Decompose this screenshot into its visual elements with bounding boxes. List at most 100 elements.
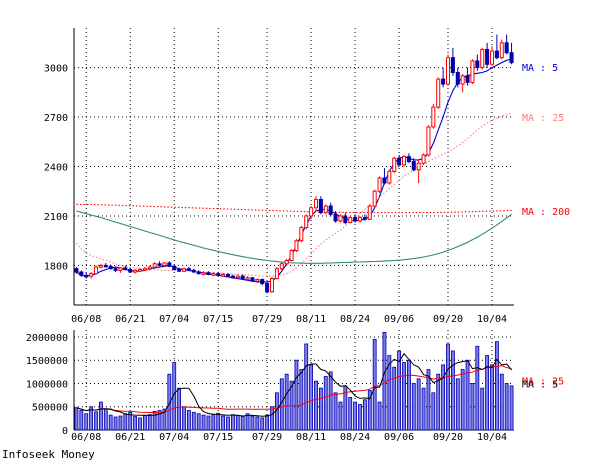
candle-body xyxy=(436,78,441,108)
volume-bar xyxy=(133,416,138,431)
volume-bar xyxy=(480,387,485,431)
volume-bar xyxy=(284,373,289,431)
volume-x-tick-label: 07/04 xyxy=(159,432,189,443)
candle-body xyxy=(401,156,407,166)
volume-bar xyxy=(333,392,338,431)
candle-body xyxy=(240,275,245,280)
ma-label: MA : 200 xyxy=(522,207,570,218)
candle-body xyxy=(172,265,177,271)
volume-bar xyxy=(182,406,186,431)
candle-body xyxy=(406,156,411,163)
volume-bar xyxy=(450,350,455,431)
price-y-tick-label: 3000 xyxy=(44,64,68,75)
candle-body xyxy=(113,268,118,271)
candle-body xyxy=(98,264,103,268)
volume-bar xyxy=(377,401,382,431)
volume-bar xyxy=(167,373,172,431)
volume-bar xyxy=(314,380,318,431)
volume-bar xyxy=(123,413,128,431)
candle-body xyxy=(284,259,289,265)
candle-body xyxy=(260,278,265,285)
candle-body xyxy=(441,78,446,85)
candle-body xyxy=(509,52,514,64)
brand-label: Infoseek Money xyxy=(2,448,95,461)
candle-body xyxy=(323,205,328,214)
volume-x-tick-label: 09/20 xyxy=(433,432,463,443)
candle-body xyxy=(89,273,94,277)
volume-bar xyxy=(372,338,377,431)
candle-body xyxy=(274,268,279,280)
volume-bar xyxy=(211,413,216,431)
price-y-tick-label: 2700 xyxy=(44,113,68,124)
volume-bar xyxy=(465,359,470,431)
candle-body xyxy=(416,162,421,171)
candle-body xyxy=(480,48,485,69)
candle-body xyxy=(216,273,221,276)
volume-bar xyxy=(490,364,494,431)
volume-bar xyxy=(367,390,372,431)
candle-body xyxy=(348,217,353,224)
volume-bar xyxy=(304,343,309,431)
candle-body xyxy=(485,48,490,65)
candle-body xyxy=(167,262,172,267)
volume-bar xyxy=(421,387,426,431)
volume-bar xyxy=(323,376,328,431)
candle-body xyxy=(191,269,196,273)
candle-body xyxy=(328,205,333,215)
candle-body xyxy=(279,263,284,270)
candle-body xyxy=(333,213,338,222)
price-x-tick-label: 08/24 xyxy=(340,314,370,325)
volume-bar xyxy=(318,387,323,431)
candle-body xyxy=(304,215,309,229)
volume-bar xyxy=(460,369,465,431)
candle-body xyxy=(460,75,465,85)
candle-body xyxy=(206,272,211,275)
volume-bar xyxy=(235,415,240,431)
volume-y-tick-label: 2000000 xyxy=(26,333,68,344)
volume-bar xyxy=(221,415,226,431)
volume-bar xyxy=(436,373,441,431)
candle-body xyxy=(450,57,455,74)
volume-bar xyxy=(504,383,509,431)
price-y-tick-label: 1800 xyxy=(44,261,68,272)
volume-bar xyxy=(89,406,94,431)
candle-body xyxy=(79,271,84,276)
price-x-tick-label: 09/06 xyxy=(384,314,414,325)
candle-body xyxy=(470,60,475,83)
volume-bar xyxy=(494,341,499,431)
volume-bar xyxy=(358,404,362,431)
volume-bar xyxy=(142,415,147,431)
volume-bar xyxy=(294,359,299,431)
volume-bar xyxy=(94,411,98,431)
volume-bar xyxy=(113,416,118,431)
candle-body xyxy=(382,177,387,184)
volume-bar xyxy=(485,355,490,431)
volume-bar xyxy=(128,411,133,431)
volume-bar xyxy=(309,364,314,431)
ma-line xyxy=(76,58,512,283)
volume-bar xyxy=(255,416,260,431)
candle-body xyxy=(465,75,470,83)
volume-bar xyxy=(157,410,162,431)
volume-bar xyxy=(108,414,113,431)
volume-bar xyxy=(470,383,475,431)
volume-bar xyxy=(177,387,182,431)
candle-body xyxy=(230,275,235,279)
candle-body xyxy=(221,273,226,277)
candle-body xyxy=(93,266,99,275)
price-x-tick-label: 07/04 xyxy=(159,314,189,325)
candle-body xyxy=(162,262,167,266)
candle-body xyxy=(118,267,123,271)
volume-y-tick-label: 1000000 xyxy=(26,379,68,390)
candle-body xyxy=(421,154,426,164)
price-x-tick-label: 09/20 xyxy=(433,314,463,325)
volume-bar xyxy=(475,345,480,431)
volume-x-tick-label: 08/24 xyxy=(340,432,370,443)
price-x-tick-label: 07/15 xyxy=(203,314,233,325)
candle-body xyxy=(201,272,206,275)
ma-label: MA : 5 xyxy=(522,63,558,74)
candle-body xyxy=(489,50,495,65)
volume-bar xyxy=(392,366,397,431)
volume-bar xyxy=(328,371,333,431)
price-y-tick-label: 2400 xyxy=(44,163,68,174)
